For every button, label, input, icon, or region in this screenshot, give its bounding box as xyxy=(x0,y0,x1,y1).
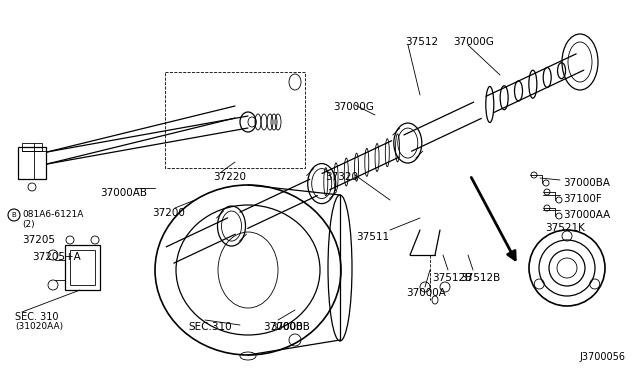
Text: 37000AA: 37000AA xyxy=(563,210,611,220)
Text: 37220: 37220 xyxy=(213,172,246,182)
Text: J3700056: J3700056 xyxy=(579,352,625,362)
Text: 37100F: 37100F xyxy=(563,194,602,204)
Text: 37320: 37320 xyxy=(325,172,358,182)
Text: 37200: 37200 xyxy=(152,208,185,218)
Bar xyxy=(18,147,46,179)
Text: 37000B: 37000B xyxy=(263,322,303,332)
Text: 37000AB: 37000AB xyxy=(100,188,147,198)
Text: 37205+A: 37205+A xyxy=(32,252,81,262)
Bar xyxy=(165,72,305,168)
Text: B: B xyxy=(12,212,17,218)
Text: 081A6-6121A: 081A6-6121A xyxy=(22,210,83,219)
Text: SEC. 310: SEC. 310 xyxy=(15,312,58,322)
Text: 37000A: 37000A xyxy=(406,288,446,298)
Text: SEC.310: SEC.310 xyxy=(188,322,232,332)
Bar xyxy=(22,143,42,151)
Text: 37511: 37511 xyxy=(356,232,389,242)
Bar xyxy=(70,250,95,285)
Bar xyxy=(65,245,100,290)
Text: 37000BA: 37000BA xyxy=(563,178,610,188)
Text: 37512: 37512 xyxy=(405,37,438,47)
Text: 37521K: 37521K xyxy=(545,223,585,233)
Text: 37000G: 37000G xyxy=(453,37,494,47)
Text: (31020AA): (31020AA) xyxy=(15,322,63,331)
Text: 37205: 37205 xyxy=(22,235,55,245)
Text: (2): (2) xyxy=(22,220,35,229)
Text: 37512B: 37512B xyxy=(432,273,472,283)
Text: 37512B: 37512B xyxy=(460,273,500,283)
Text: 37000B: 37000B xyxy=(270,322,310,332)
Text: 37000G: 37000G xyxy=(333,102,374,112)
